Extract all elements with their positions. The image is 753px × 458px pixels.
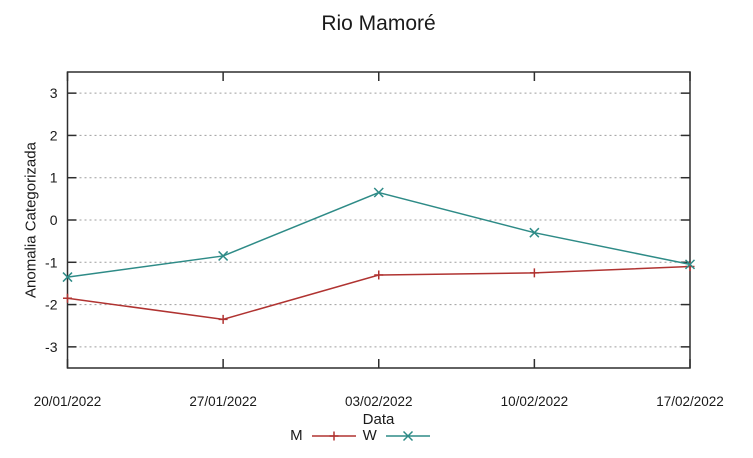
y-tick-label: -3 xyxy=(45,339,58,355)
y-tick-label: 0 xyxy=(50,212,58,228)
plot-border xyxy=(66,71,691,369)
legend-entry-w: W xyxy=(363,428,431,444)
legend-label-w: W xyxy=(362,427,377,444)
chart-title: Rio Mamoré xyxy=(321,12,436,35)
x-tick-label: 20/01/2022 xyxy=(34,394,102,409)
series-line-w xyxy=(67,191,691,278)
series-marker-w xyxy=(62,272,73,283)
legend-line-sample-m xyxy=(311,431,356,441)
y-tick-label: 1 xyxy=(50,170,58,186)
series-marker-w xyxy=(529,227,540,238)
y-tick-label: -2 xyxy=(45,297,58,313)
x-tick-label: 27/01/2022 xyxy=(189,394,257,409)
legend-label-m: M xyxy=(290,427,303,444)
legend-sample-marker-w xyxy=(402,430,413,442)
y-tick-label: 3 xyxy=(50,85,58,101)
series-marker-w xyxy=(684,259,696,270)
x-tick-label: 17/02/2022 xyxy=(656,394,724,409)
series-marker-w xyxy=(373,187,384,198)
x-axis-label: Data xyxy=(362,411,395,428)
y-tick-label: -1 xyxy=(45,254,58,270)
series-marker-w xyxy=(218,250,229,261)
legend-line-sample-w xyxy=(385,430,430,442)
legend-entry-m: M xyxy=(290,428,357,444)
x-tick-label: 03/02/2022 xyxy=(345,394,413,409)
x-tick-label: 10/02/2022 xyxy=(501,394,569,409)
legend: M W xyxy=(0,428,721,444)
y-tick-label: 2 xyxy=(50,127,58,143)
